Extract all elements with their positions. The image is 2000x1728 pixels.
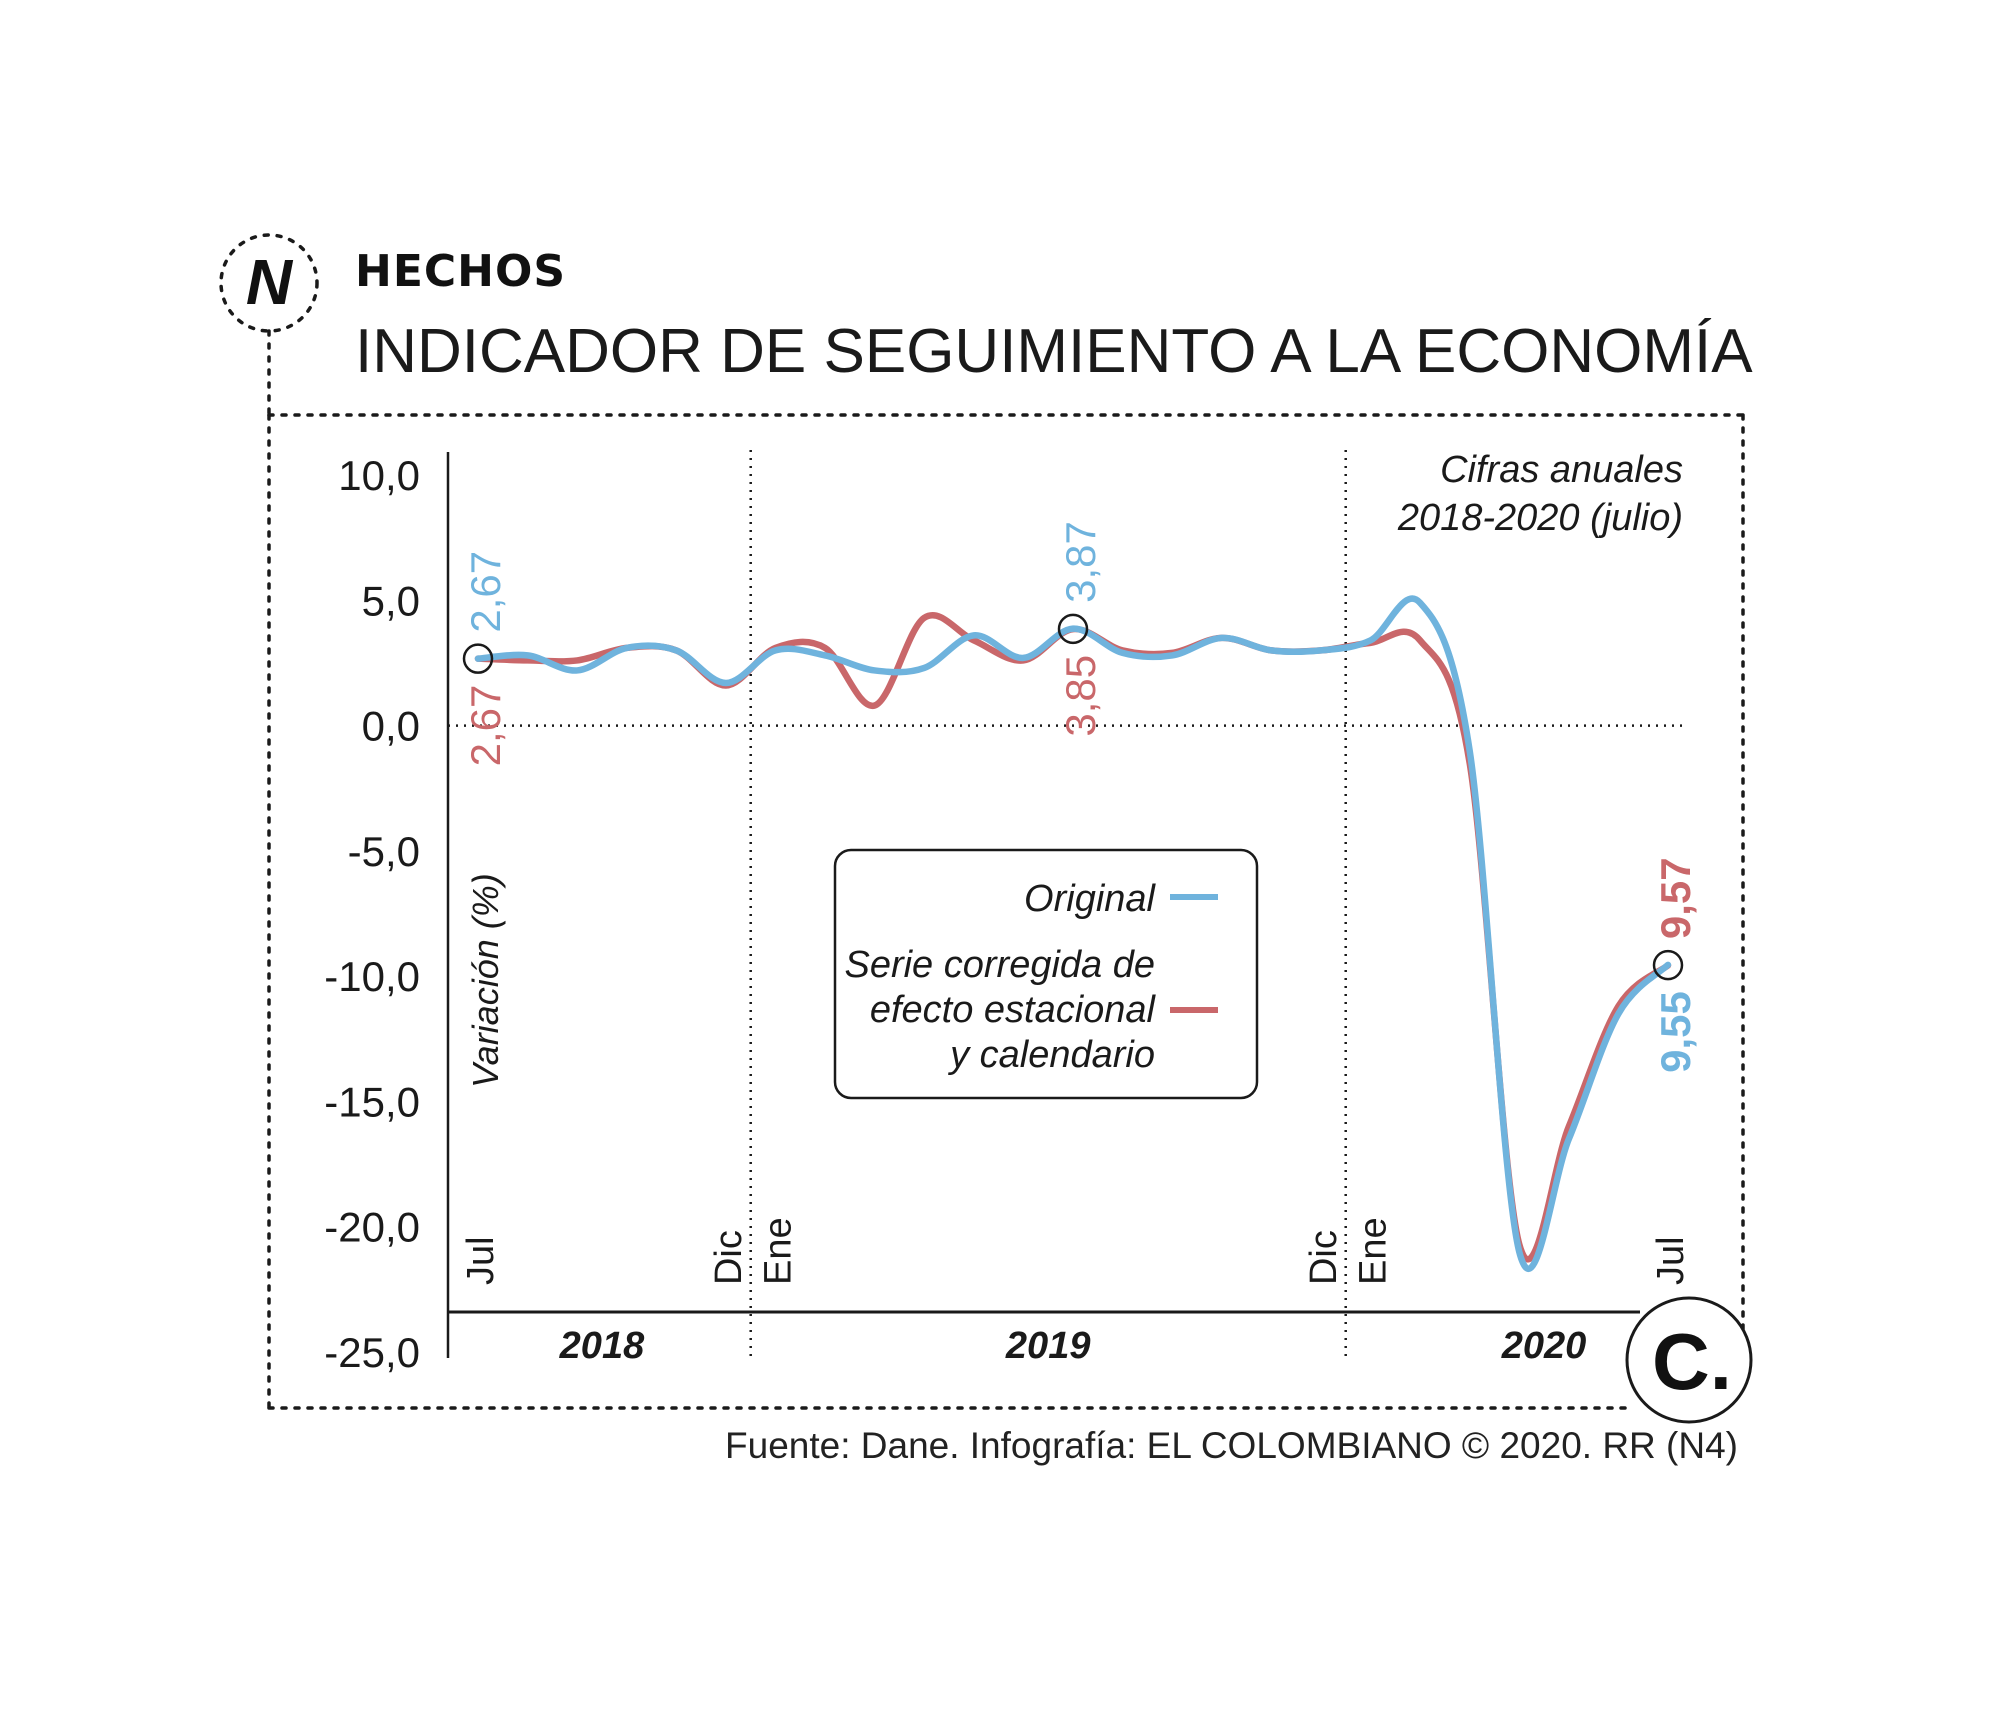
logo-ring bbox=[219, 233, 319, 333]
legend-box bbox=[833, 848, 1259, 1100]
highlight-circle bbox=[462, 643, 494, 674]
brand-mark-circle bbox=[1625, 1296, 1753, 1424]
value-label: 2,67 bbox=[462, 685, 509, 767]
month-label: Ene bbox=[758, 1217, 800, 1285]
y-tick-label: -15,0 bbox=[324, 1078, 420, 1125]
source-note: Fuente: Dane. Infografía: EL COLOMBIANO … bbox=[725, 1425, 1738, 1466]
highlight-circle bbox=[1652, 949, 1684, 981]
y-tick-label: -20,0 bbox=[324, 1204, 420, 1251]
legend-label-adjusted: efecto estacional bbox=[870, 989, 1157, 1031]
brand-mark-text: C. bbox=[1652, 1317, 1732, 1406]
year-label: 2020 bbox=[1501, 1325, 1587, 1367]
year-label: 2019 bbox=[1005, 1325, 1091, 1367]
y-tick-label: -10,0 bbox=[324, 953, 420, 1000]
legend-label-adjusted: y calendario bbox=[947, 1034, 1155, 1076]
logo-letter: N bbox=[246, 246, 294, 318]
highlight-circle bbox=[1057, 613, 1089, 645]
series-line-original bbox=[474, 595, 1672, 1273]
month-label: Dic bbox=[1303, 1230, 1345, 1285]
value-label: 9,57 bbox=[1652, 857, 1699, 939]
y-tick-label: 0,0 bbox=[362, 703, 420, 750]
plot-area: 10,0 5,0 0,0 -5,0 -10,0 -15,0 -20,0 -25,0 Jul Dic… bbox=[324, 449, 1699, 1376]
y-tick-label: -25,0 bbox=[324, 1329, 420, 1376]
y-tick-label: 5,0 bbox=[362, 577, 420, 624]
month-label: Ene bbox=[1353, 1217, 1395, 1285]
y-tick-label: 10,0 bbox=[338, 452, 420, 499]
page-title: INDICADOR DE SEGUIMIENTO A LA ECONOMÍA bbox=[355, 317, 1753, 386]
legend-label-original: Original bbox=[1024, 878, 1156, 920]
chart-subtitle-line: 2018-2020 (julio) bbox=[1397, 497, 1683, 539]
month-label: Jul bbox=[460, 1236, 502, 1285]
value-label: 9,55 bbox=[1652, 991, 1699, 1073]
value-label: 3,85 bbox=[1057, 655, 1104, 737]
month-label: Jul bbox=[1650, 1236, 1692, 1285]
month-label: Dic bbox=[708, 1230, 750, 1285]
year-label: 2018 bbox=[559, 1325, 645, 1367]
y-tick-label: -5,0 bbox=[348, 828, 420, 875]
value-label: 3,87 bbox=[1057, 521, 1104, 603]
chart-subtitle-line: Cifras anuales bbox=[1440, 449, 1683, 491]
y-axis-label: Variación (%) bbox=[465, 873, 506, 1088]
value-label: 2,67 bbox=[462, 551, 509, 633]
dotted-frame bbox=[219, 233, 1745, 1410]
legend-label-adjusted: Serie corregida de bbox=[844, 944, 1155, 986]
section-label: HECHOS bbox=[355, 246, 567, 297]
